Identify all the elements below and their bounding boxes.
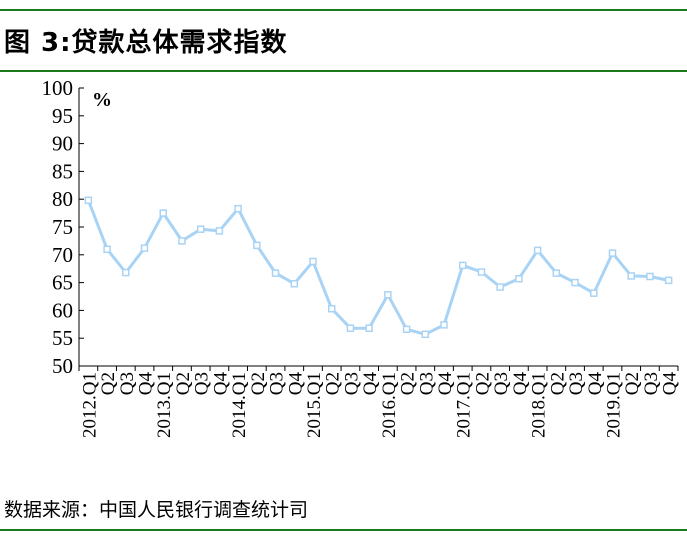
x-tick-label: Q3 xyxy=(267,372,288,395)
x-tick-label: Q3 xyxy=(641,372,662,395)
y-tick-label: 60 xyxy=(52,298,73,322)
x-tick-label: Q3 xyxy=(192,372,213,395)
x-axis: 2012.Q1Q2Q3Q42013.Q1Q2Q3Q42014.Q1Q2Q3Q42… xyxy=(78,365,681,438)
data-point xyxy=(234,204,242,213)
x-tick-label: Q4 xyxy=(285,372,306,396)
x-tick-label: Q2 xyxy=(173,372,194,395)
data-point xyxy=(590,289,598,297)
data-point xyxy=(571,278,579,287)
x-tick-label: Q3 xyxy=(416,372,437,395)
x-tick-label: Q4 xyxy=(585,372,606,396)
x-tick-label: Q4 xyxy=(435,372,456,396)
data-point xyxy=(608,249,617,257)
data-point xyxy=(646,272,654,281)
x-tick-label: 2016.Q1 xyxy=(379,372,400,438)
data-point xyxy=(627,272,635,280)
data-point xyxy=(140,244,149,252)
x-tick-label: Q2 xyxy=(472,372,493,395)
series-line xyxy=(86,199,669,336)
x-tick-label: Q3 xyxy=(117,372,138,395)
data-point xyxy=(458,261,467,270)
data-point xyxy=(84,196,93,205)
data-point xyxy=(365,324,373,332)
y-tick-label: 95 xyxy=(52,104,73,128)
y-tick-label: 85 xyxy=(52,159,73,183)
chart-title: 图 3:贷款总体需求指数 xyxy=(4,28,288,58)
x-tick-label: Q4 xyxy=(360,372,381,396)
x-tick-label: Q4 xyxy=(660,372,681,396)
x-tick-label: Q3 xyxy=(566,372,587,395)
data-point xyxy=(346,324,355,332)
source-note: 数据来源：中国人民银行调查统计司 xyxy=(4,499,309,521)
x-tick-label: Q3 xyxy=(491,372,512,395)
y-tick-label: 90 xyxy=(52,132,73,156)
data-point xyxy=(515,274,523,283)
x-tick-label: Q2 xyxy=(248,372,269,395)
data-point xyxy=(440,321,448,329)
y-tick-label: 100 xyxy=(42,76,74,100)
x-tick-label: 2014.Q1 xyxy=(229,372,250,438)
data-point xyxy=(178,237,186,245)
bottom-rule xyxy=(0,529,687,531)
y-tick-label: 65 xyxy=(52,271,73,295)
y-tick-label: 80 xyxy=(52,187,73,211)
data-point xyxy=(253,241,261,250)
x-tick-label: Q2 xyxy=(398,372,419,395)
x-tick-label: 2015.Q1 xyxy=(304,372,325,438)
y-tick-label: 75 xyxy=(52,215,73,239)
data-point xyxy=(533,246,542,255)
x-tick-label: 2013.Q1 xyxy=(154,372,175,438)
x-tick-label: Q2 xyxy=(622,372,643,395)
x-tick-label: Q4 xyxy=(210,372,231,396)
data-point xyxy=(159,209,167,217)
data-point xyxy=(103,245,111,253)
data-point xyxy=(122,268,130,277)
x-tick-label: Q2 xyxy=(98,372,119,395)
x-tick-label: 2012.Q1 xyxy=(79,372,100,438)
series-layer xyxy=(84,196,673,339)
x-tick-label: Q3 xyxy=(341,372,362,395)
y-tick-label: 55 xyxy=(52,326,73,350)
data-point xyxy=(327,304,336,313)
x-tick-label: Q2 xyxy=(323,372,344,395)
x-tick-label: 2018.Q1 xyxy=(529,372,550,438)
data-point xyxy=(271,269,280,277)
x-tick-label: 2017.Q1 xyxy=(454,372,475,438)
data-point xyxy=(402,325,411,334)
data-point xyxy=(215,227,224,235)
data-point xyxy=(309,257,317,266)
y-tick-label: 50 xyxy=(52,354,73,378)
x-tick-label: Q4 xyxy=(510,372,531,396)
y-axis: 50 55 60 65 70 75 80 85 90 95 100 xyxy=(42,76,84,378)
data-point xyxy=(477,268,486,276)
x-tick-label: Q4 xyxy=(136,372,157,396)
x-tick-label: 2019.Q1 xyxy=(603,372,624,438)
top-rule xyxy=(0,9,687,11)
data-point xyxy=(552,269,561,277)
x-tick-label: Q2 xyxy=(547,372,568,395)
data-point xyxy=(290,279,299,288)
data-point xyxy=(664,276,673,285)
data-point xyxy=(196,225,205,233)
unit-label: % xyxy=(92,89,112,111)
y-tick-label: 70 xyxy=(52,243,73,267)
data-point xyxy=(384,291,392,299)
data-point xyxy=(496,283,504,291)
header-rule xyxy=(0,70,687,72)
data-point xyxy=(421,330,430,339)
